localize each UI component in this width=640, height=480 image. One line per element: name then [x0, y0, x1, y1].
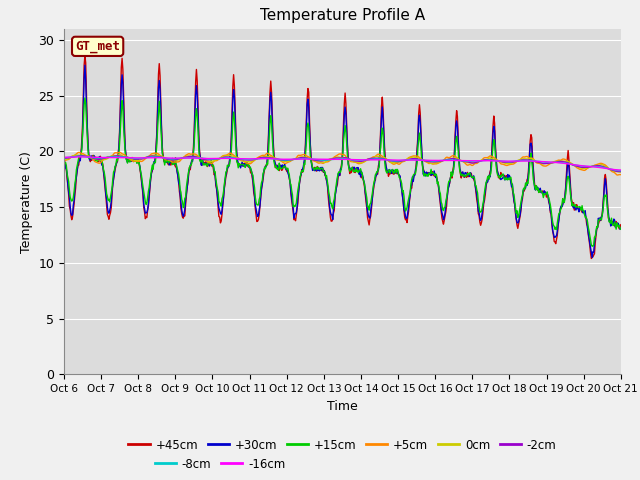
- -16cm: [128, 155, 136, 161]
- +15cm: [70, 189, 78, 195]
- +30cm: [411, 172, 419, 178]
- +15cm: [60, 161, 68, 167]
- 0cm: [116, 152, 124, 157]
- X-axis label: Time: Time: [327, 400, 358, 413]
- 0cm: [70, 153, 78, 158]
- +30cm: [128, 157, 136, 163]
- Y-axis label: Temperature (C): Temperature (C): [20, 151, 33, 252]
- +30cm: [214, 200, 222, 206]
- +5cm: [411, 153, 419, 159]
- -8cm: [411, 157, 419, 163]
- +5cm: [116, 149, 124, 155]
- Line: -8cm: -8cm: [64, 156, 621, 171]
- -8cm: [128, 155, 136, 161]
- -8cm: [185, 155, 193, 160]
- 0cm: [214, 156, 222, 162]
- +30cm: [81, 62, 89, 68]
- Line: -2cm: -2cm: [64, 156, 621, 171]
- Legend: -8cm, -16cm: -8cm, -16cm: [150, 453, 290, 475]
- Line: +45cm: +45cm: [64, 56, 621, 259]
- -16cm: [411, 157, 419, 163]
- 0cm: [617, 169, 625, 175]
- -2cm: [77, 153, 85, 158]
- +15cm: [588, 243, 596, 249]
- -2cm: [411, 156, 419, 161]
- -8cm: [76, 154, 83, 159]
- -16cm: [214, 156, 222, 161]
- Line: 0cm: 0cm: [64, 155, 621, 172]
- 0cm: [128, 156, 136, 162]
- +30cm: [617, 226, 625, 231]
- -8cm: [617, 168, 625, 174]
- +30cm: [60, 160, 68, 166]
- +15cm: [81, 95, 89, 101]
- +45cm: [411, 171, 419, 177]
- +30cm: [185, 169, 193, 175]
- -16cm: [70, 154, 78, 160]
- +5cm: [128, 158, 136, 164]
- +15cm: [617, 226, 625, 232]
- -2cm: [128, 156, 136, 161]
- +15cm: [428, 167, 435, 172]
- -16cm: [428, 157, 435, 163]
- Line: +5cm: +5cm: [64, 152, 621, 175]
- +45cm: [617, 222, 625, 228]
- -8cm: [60, 155, 68, 161]
- Line: -16cm: -16cm: [64, 157, 621, 170]
- +45cm: [185, 171, 193, 177]
- +45cm: [81, 53, 89, 59]
- -16cm: [60, 155, 68, 160]
- +45cm: [588, 256, 595, 262]
- +45cm: [70, 201, 78, 207]
- +5cm: [70, 153, 78, 159]
- 0cm: [60, 156, 68, 161]
- -8cm: [70, 154, 78, 159]
- +5cm: [185, 151, 193, 156]
- -2cm: [616, 168, 623, 174]
- +15cm: [128, 157, 136, 163]
- +5cm: [60, 157, 68, 163]
- +15cm: [214, 189, 222, 195]
- 0cm: [411, 155, 419, 160]
- -2cm: [185, 154, 193, 159]
- +15cm: [411, 171, 419, 177]
- -8cm: [428, 158, 435, 164]
- -2cm: [60, 156, 68, 161]
- +30cm: [588, 255, 596, 261]
- -16cm: [617, 167, 625, 173]
- +45cm: [60, 154, 68, 160]
- +30cm: [428, 172, 435, 178]
- 0cm: [428, 160, 435, 166]
- +15cm: [185, 168, 193, 174]
- -16cm: [76, 154, 84, 160]
- +45cm: [128, 155, 136, 160]
- +5cm: [428, 160, 435, 166]
- Text: GT_met: GT_met: [75, 40, 120, 53]
- +30cm: [70, 198, 78, 204]
- -16cm: [185, 155, 193, 161]
- +5cm: [614, 172, 621, 178]
- Line: +15cm: +15cm: [64, 98, 621, 246]
- -8cm: [214, 156, 222, 161]
- -2cm: [617, 168, 625, 174]
- +5cm: [214, 157, 222, 163]
- +45cm: [428, 173, 435, 179]
- Line: +30cm: +30cm: [64, 65, 621, 258]
- -2cm: [428, 159, 435, 165]
- -2cm: [70, 154, 78, 159]
- Title: Temperature Profile A: Temperature Profile A: [260, 9, 425, 24]
- -2cm: [214, 156, 222, 162]
- 0cm: [185, 153, 193, 159]
- +5cm: [617, 172, 625, 178]
- +45cm: [214, 204, 222, 209]
